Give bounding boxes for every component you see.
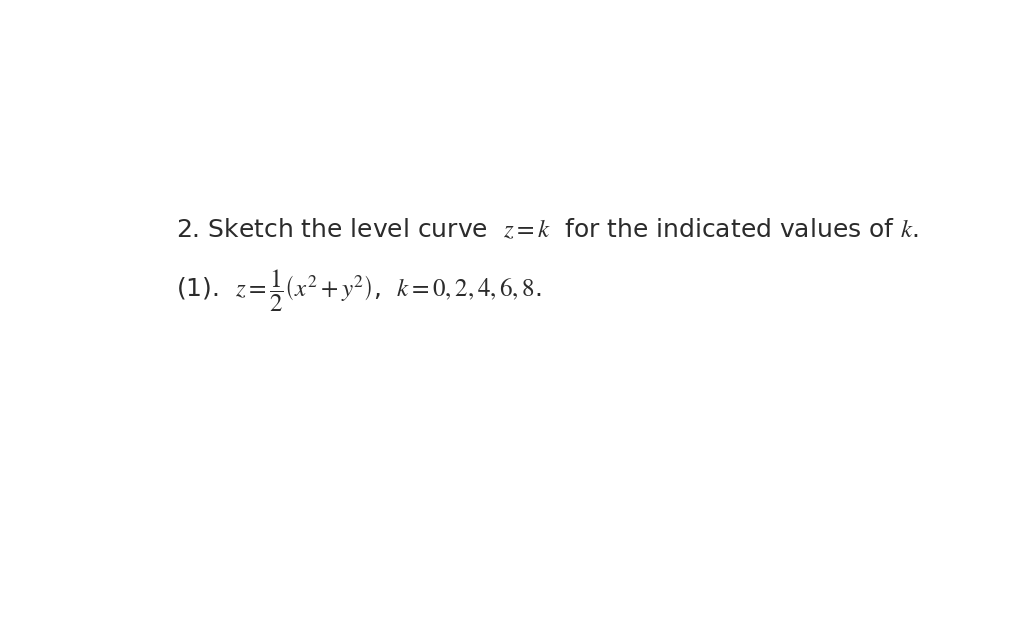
Text: (1).  $z = \dfrac{1}{2}\left(x^2 + y^2\right)$,  $k = 0, 2, 4, 6, 8$.: (1). $z = \dfrac{1}{2}\left(x^2 + y^2\ri… (177, 267, 541, 314)
Text: 2. Sketch the level curve  $z = k$  for the indicated values of $k$.: 2. Sketch the level curve $z = k$ for th… (177, 218, 919, 243)
